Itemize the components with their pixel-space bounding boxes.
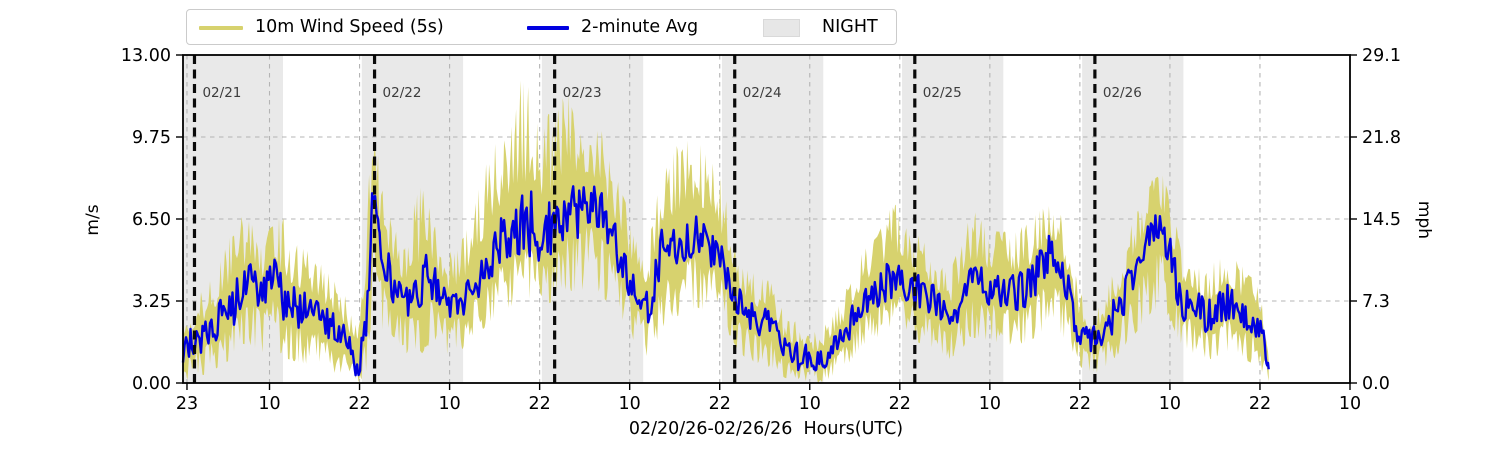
- y-axis-label-right: mph: [1414, 200, 1434, 240]
- date-annotation: 02/22: [383, 85, 422, 101]
- y-tick-label-right: 7.3: [1362, 292, 1390, 312]
- x-tick-label: 10: [979, 394, 1001, 414]
- y-tick-label-left: 13.00: [121, 46, 171, 66]
- two-minute-avg-legend-label: 2-minute Avg: [581, 17, 699, 37]
- y-tick-label-left: 3.25: [132, 292, 171, 312]
- y-axis-label-left: m/s: [83, 204, 103, 236]
- two-minute-avg-series: [181, 185, 1270, 377]
- x-tick-label: 22: [1069, 394, 1091, 414]
- x-tick-label: 10: [619, 394, 641, 414]
- wind-speed-5s-series: [183, 80, 1269, 383]
- x-tick-label: 10: [1339, 394, 1361, 414]
- x-tick-label: 10: [258, 394, 280, 414]
- y-tick-label-right: 0.0: [1362, 374, 1390, 394]
- x-tick-label: 23: [176, 394, 198, 414]
- y-tick-label-left: 6.50: [132, 210, 171, 230]
- y-tick-label-right: 14.5: [1362, 210, 1401, 230]
- night-legend-swatch: [763, 19, 800, 37]
- chart-legend: 10m Wind Speed (5s) 2-minute Avg NIGHT: [186, 9, 897, 45]
- y-tick-label-left: 0.00: [132, 374, 171, 394]
- date-annotation: 02/23: [563, 85, 602, 101]
- date-annotation: 02/25: [923, 85, 962, 101]
- y-tick-label-right: 29.1: [1362, 46, 1401, 66]
- date-annotation: 02/26: [1103, 85, 1142, 101]
- x-tick-label: 22: [528, 394, 550, 414]
- x-tick-label: 22: [348, 394, 370, 414]
- wind-speed-legend-swatch: [199, 26, 243, 30]
- two-minute-avg-legend-swatch: [527, 26, 569, 30]
- date-annotation: 02/21: [202, 85, 241, 101]
- x-tick-label: 22: [889, 394, 911, 414]
- x-tick-label: 10: [1159, 394, 1181, 414]
- wind-speed-legend-label: 10m Wind Speed (5s): [255, 17, 444, 37]
- x-tick-label: 10: [438, 394, 460, 414]
- x-tick-label: 22: [1249, 394, 1271, 414]
- night-legend-label: NIGHT: [822, 17, 878, 37]
- y-tick-label-right: 21.8: [1362, 128, 1401, 148]
- x-tick-label: 10: [799, 394, 821, 414]
- x-axis-label: 02/20/26-02/26/26 Hours(UTC): [628, 419, 904, 439]
- date-annotation: 02/24: [743, 85, 782, 101]
- y-tick-label-left: 9.75: [132, 128, 171, 148]
- x-tick-label: 22: [709, 394, 731, 414]
